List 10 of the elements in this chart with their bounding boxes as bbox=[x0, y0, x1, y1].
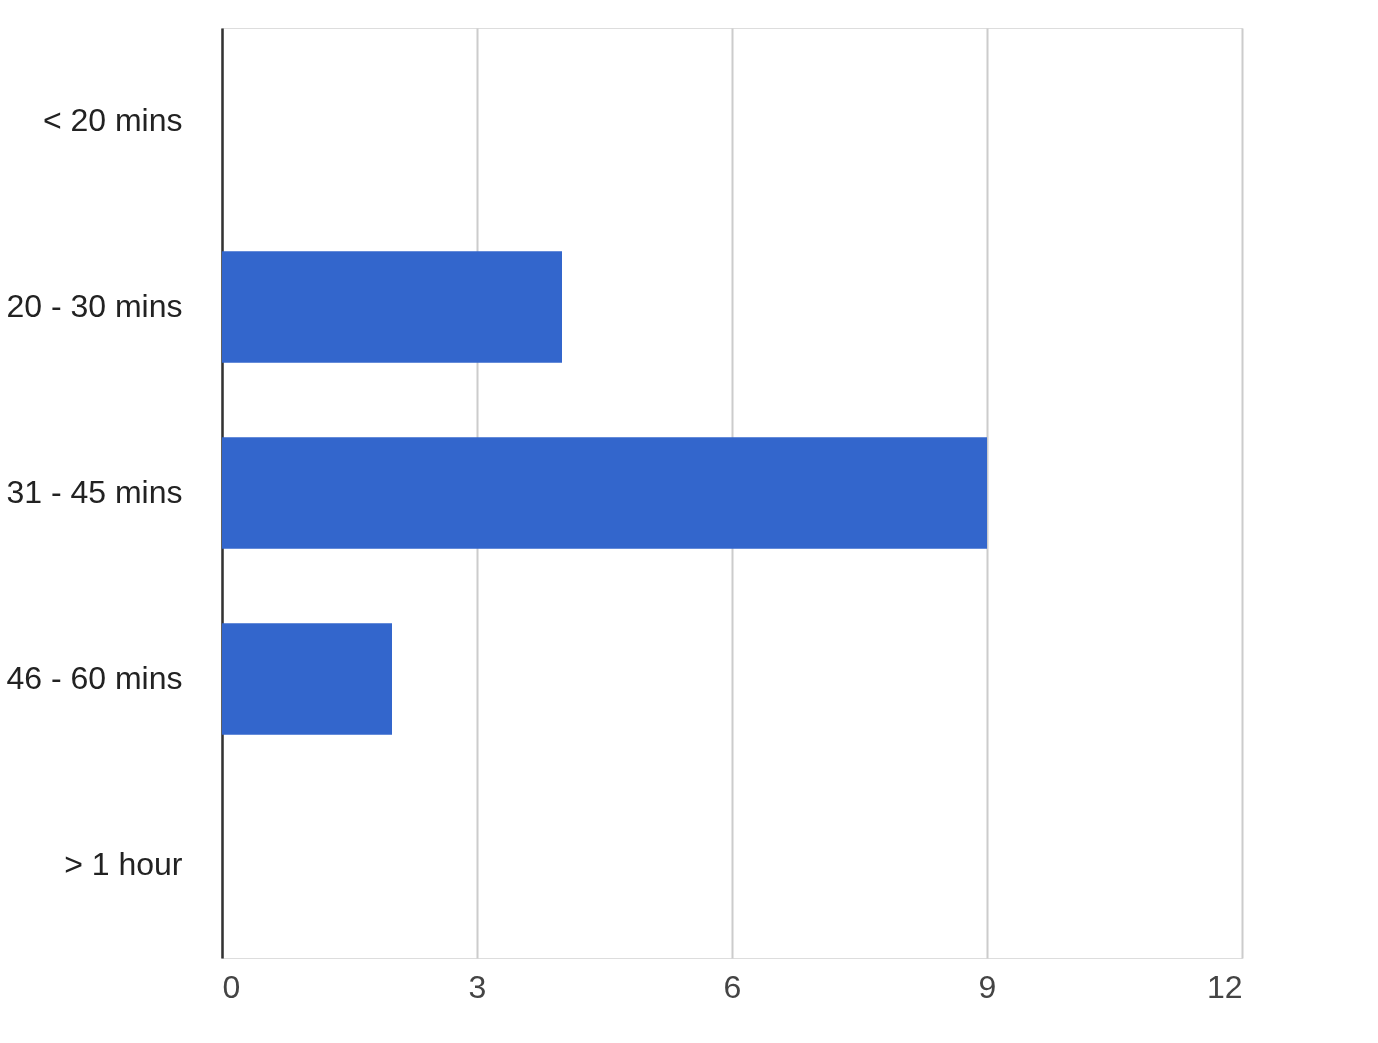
y-tick-label: > 1 hour bbox=[64, 846, 183, 882]
y-tick-label: 31 - 45 mins bbox=[6, 474, 183, 510]
y-tick-label: 20 - 30 mins bbox=[6, 288, 183, 324]
x-tick-label: 3 bbox=[468, 968, 487, 1005]
x-tick-label: 9 bbox=[978, 968, 997, 1005]
x-tick-label: 6 bbox=[723, 968, 742, 1005]
x-tick-label: 0 bbox=[222, 968, 241, 1005]
y-tick-label: < 20 mins bbox=[42, 102, 183, 138]
y-tick-label: 46 - 60 mins bbox=[6, 660, 183, 696]
x-tick-label: 12 bbox=[1206, 968, 1243, 1005]
